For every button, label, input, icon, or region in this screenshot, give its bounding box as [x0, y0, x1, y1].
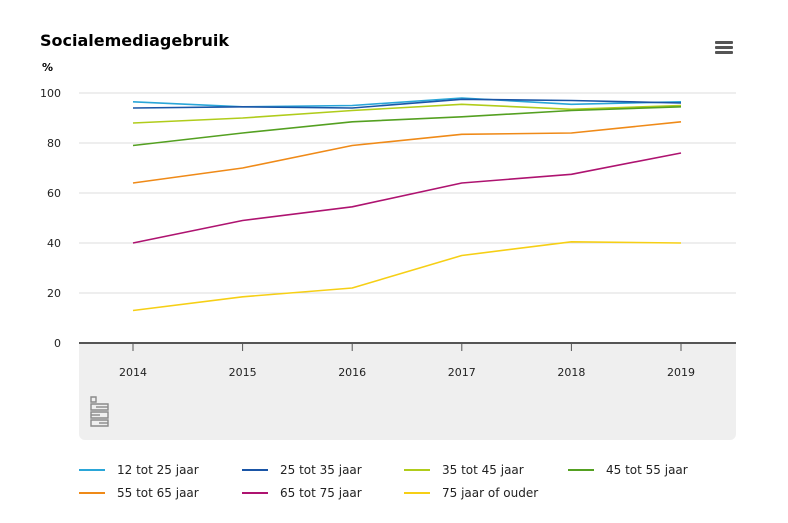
- x-tick-label: 2016: [338, 366, 366, 379]
- x-tick-label: 2019: [667, 366, 695, 379]
- x-tick-label: 2015: [229, 366, 257, 379]
- legend-label: 75 jaar of ouder: [442, 486, 539, 500]
- series-line-2: [132, 98, 682, 109]
- y-tick-label: 60: [47, 187, 61, 200]
- legend-item[interactable]: 25 tot 35 jaar: [242, 462, 362, 478]
- legend-item[interactable]: 55 tot 65 jaar: [79, 485, 199, 501]
- legend-item[interactable]: 45 tot 55 jaar: [568, 462, 688, 478]
- legend-label: 65 tot 75 jaar: [280, 486, 362, 500]
- hamburger-menu-icon: [715, 41, 733, 44]
- x-tick-label: 2018: [557, 366, 585, 379]
- y-tick-label: 100: [40, 87, 61, 100]
- legend-swatch: [568, 469, 594, 471]
- y-tick-label: 0: [54, 337, 61, 350]
- chart-menu-button[interactable]: [710, 36, 738, 60]
- y-tick-label: 80: [47, 137, 61, 150]
- series-line-4: [132, 106, 682, 147]
- legend-label: 12 tot 25 jaar: [117, 463, 199, 477]
- chart-title: Socialemediagebruik: [40, 31, 230, 50]
- series-line-1: [132, 97, 682, 108]
- legend-swatch: [79, 492, 105, 494]
- legend-label: 25 tot 35 jaar: [280, 463, 362, 477]
- chart-legend: 12 tot 25 jaar 25 tot 35 jaar 35 tot 45 ja…: [79, 462, 739, 512]
- y-tick-label: 20: [47, 287, 61, 300]
- legend-swatch: [242, 469, 268, 471]
- y-axis-label: %: [42, 61, 54, 74]
- x-axis-band: [79, 343, 736, 440]
- cbs-logo-icon: [90, 396, 109, 427]
- legend-swatch: [404, 492, 430, 494]
- legend-swatch: [242, 492, 268, 494]
- legend-label: 55 tot 65 jaar: [117, 486, 199, 500]
- legend-label: 35 tot 45 jaar: [442, 463, 524, 477]
- series-line-5: [132, 121, 682, 184]
- legend-swatch: [404, 469, 430, 471]
- y-tick-label: 40: [47, 237, 61, 250]
- legend-item[interactable]: 65 tot 75 jaar: [242, 485, 362, 501]
- series-line-7: [132, 241, 682, 312]
- legend-item[interactable]: 12 tot 25 jaar: [79, 462, 199, 478]
- legend-label: 45 tot 55 jaar: [606, 463, 688, 477]
- legend-item[interactable]: 75 jaar of ouder: [404, 485, 538, 501]
- legend-swatch: [79, 469, 105, 471]
- series-line-6: [132, 152, 682, 244]
- legend-item[interactable]: 35 tot 45 jaar: [404, 462, 524, 478]
- series-line-3: [132, 103, 682, 124]
- x-tick-label: 2014: [119, 366, 147, 379]
- x-tick-label: 2017: [448, 366, 476, 379]
